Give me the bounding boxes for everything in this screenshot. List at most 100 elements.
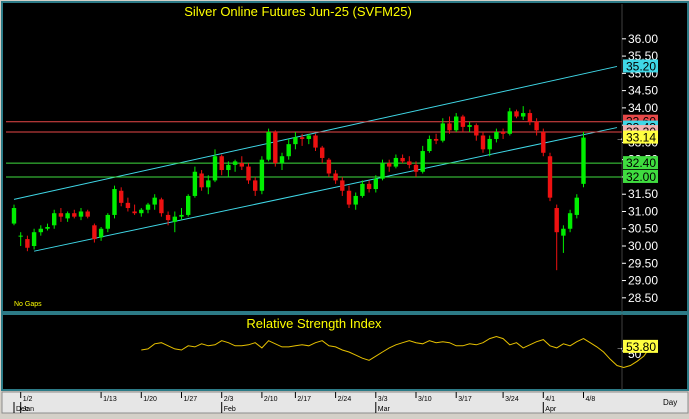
candle-down [541, 132, 546, 153]
candle-up [279, 156, 285, 164]
x-tick-label: 1/13 [103, 396, 117, 403]
candle-up [179, 214, 184, 217]
candle-up [380, 163, 385, 179]
candle-down [320, 147, 325, 158]
candle-down [527, 113, 533, 122]
candle-down [125, 202, 131, 209]
candle-down [346, 190, 352, 205]
candle-down [313, 135, 318, 148]
candle-up [373, 178, 378, 190]
candle-down [58, 213, 64, 217]
price-label: 32.40 [626, 156, 656, 170]
candle-up [467, 125, 472, 127]
x-tick-label: 3/17 [458, 396, 472, 403]
x-tick-label: 3/24 [505, 396, 519, 403]
candle-up [98, 228, 104, 238]
x-tick-label: 2/24 [338, 396, 352, 403]
price-label-box [623, 156, 658, 170]
candle-up [561, 228, 566, 236]
price-label-box [623, 130, 658, 144]
candle-down [326, 159, 332, 174]
candle-up [186, 195, 191, 215]
candle-up [574, 197, 579, 215]
candle-down [447, 123, 452, 131]
x-tick-label: 4/1 [545, 396, 555, 403]
candle-up [420, 151, 425, 172]
candle-up [494, 132, 499, 139]
candle-up [306, 135, 311, 139]
candle-down [253, 180, 258, 191]
candle-down [366, 183, 372, 190]
candle-up [152, 197, 157, 205]
rsi-last-arrow: → [616, 343, 624, 352]
candle-up [18, 235, 23, 237]
candle-up [31, 232, 37, 247]
candle-up [172, 216, 177, 222]
candle-down [333, 173, 338, 181]
candle-down [273, 132, 278, 164]
y-tick-label: 29.00 [628, 274, 658, 288]
candle-down [299, 137, 305, 139]
time-axis: 1/2 1/13 1/20 1/27 2/3 2/10 2/17 2/24 3/3 3/10 3/1… [1, 391, 689, 414]
candle-up [45, 227, 50, 229]
channel-lower-line [33, 127, 618, 252]
price-label: 35.20 [626, 59, 656, 73]
price-label: 33.14 [626, 131, 656, 145]
candle-down [239, 163, 244, 167]
candle-down [25, 239, 30, 248]
candle-up [192, 171, 198, 196]
candle-down [480, 135, 486, 150]
candle-down [132, 211, 137, 214]
candle-up [38, 228, 43, 233]
price-label-box [623, 169, 658, 183]
candle-up [206, 180, 211, 188]
month-label: Apr [545, 406, 557, 413]
candle-down [340, 180, 345, 191]
x-tick-label: 1/27 [184, 396, 198, 403]
price-label-box [623, 59, 658, 73]
candle-up [567, 213, 573, 229]
candle-up [212, 156, 218, 181]
y-tick-label: 36.00 [628, 32, 658, 46]
candle-up [52, 213, 57, 226]
candle-down [159, 199, 164, 214]
candle-up [105, 214, 110, 229]
candle-up [427, 138, 432, 152]
y-tick-label: 34.00 [628, 101, 658, 115]
candle-up [440, 123, 445, 141]
y-tick-label: 31.50 [628, 187, 658, 201]
candle-up [360, 183, 365, 196]
candle-up [487, 138, 492, 150]
candle-down [85, 211, 90, 217]
price-panel: 28.50 29.00 29.50 30.00 30.50 31.00 31.50 32.00… [1, 1, 689, 313]
last-price-arrow: → [616, 134, 624, 143]
candle-down [219, 156, 224, 171]
candle-up [507, 111, 512, 134]
candle-up [112, 189, 117, 215]
candle-down [199, 173, 204, 188]
candle-down [246, 166, 251, 181]
price-panel-background [1, 1, 689, 313]
candle-up [581, 137, 586, 184]
candle-down [407, 161, 412, 165]
rsi-line [141, 335, 651, 369]
candle-up [139, 209, 144, 214]
y-tick-label: 34.50 [628, 84, 658, 98]
y-tick-label: 29.50 [628, 256, 658, 270]
candle-up [266, 132, 271, 160]
x-tick-label: 2/17 [297, 396, 311, 403]
candle-down [500, 132, 506, 134]
y-tick-label: 30.00 [628, 239, 658, 253]
candle-up [145, 204, 151, 210]
candle-up [259, 159, 265, 191]
candle-down [400, 157, 405, 162]
rsi-value-label: 53.80 [626, 340, 656, 354]
candle-up [226, 164, 231, 171]
x-tick-label: 2/10 [264, 396, 278, 403]
candle-up [293, 137, 298, 145]
month-label: Dec [16, 406, 29, 413]
rsi-panel: 50→ 53.80 [1, 313, 689, 391]
candle-down [165, 214, 171, 221]
